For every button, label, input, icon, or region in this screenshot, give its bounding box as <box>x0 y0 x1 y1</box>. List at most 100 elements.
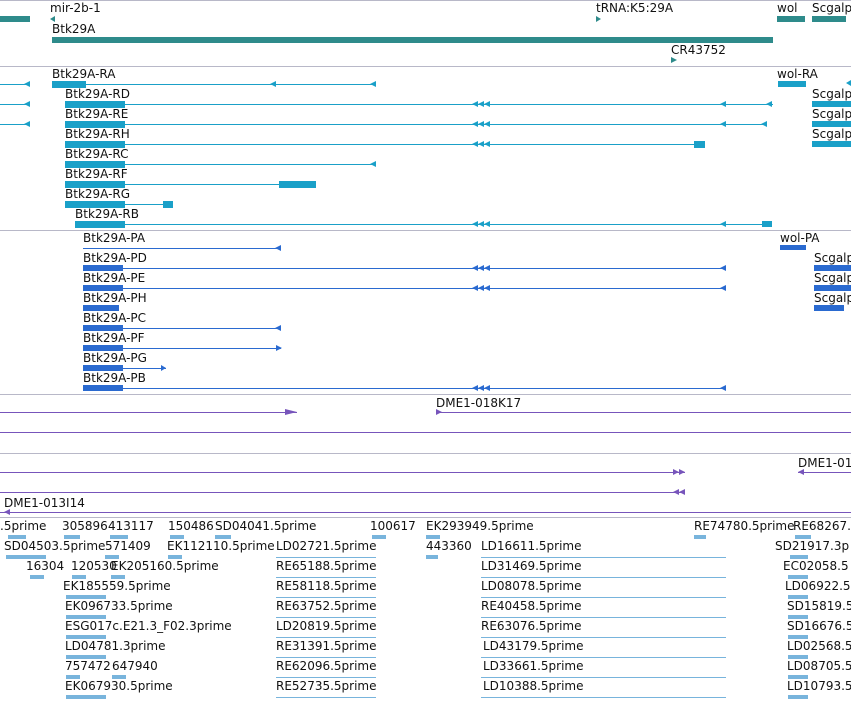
est-feature[interactable] <box>694 535 706 539</box>
est-label[interactable]: SD04041.5prime <box>215 519 317 533</box>
protein-line[interactable] <box>83 388 726 389</box>
transcript-label[interactable]: Scgalp <box>812 107 851 121</box>
clone-line[interactable] <box>0 432 851 433</box>
est-feature[interactable] <box>788 675 808 679</box>
clone-line[interactable] <box>0 512 851 513</box>
est-label[interactable]: RE68267. <box>793 519 851 533</box>
est-label[interactable]: LD16611.5prime <box>481 539 582 553</box>
transcript-exon[interactable] <box>812 121 851 127</box>
est-feature[interactable] <box>790 555 808 559</box>
protein-exon[interactable] <box>83 265 123 271</box>
protein-label[interactable]: Scgalp <box>814 251 851 265</box>
est-feature[interactable] <box>110 535 128 539</box>
est-label[interactable]: LD04781.3prime <box>65 639 166 653</box>
protein-label[interactable]: Scgalp <box>814 271 851 285</box>
gene-label-scgalp[interactable]: Scgalp <box>812 1 851 15</box>
est-label[interactable]: LD43179.5prime <box>483 639 584 653</box>
est-label[interactable]: RE58118.5prime <box>276 579 377 593</box>
protein-label[interactable]: Btk29A-PD <box>83 251 147 265</box>
est-line[interactable] <box>481 657 726 658</box>
est-label[interactable]: 413117 <box>108 519 154 533</box>
est-label[interactable]: LD02568.5 <box>787 639 851 653</box>
transcript-label[interactable]: Btk29A-RE <box>65 107 129 121</box>
protein-label[interactable]: Btk29A-PH <box>83 291 147 305</box>
est-line[interactable] <box>481 597 726 598</box>
est-feature[interactable] <box>426 535 440 539</box>
gene-arrow[interactable] <box>596 16 601 22</box>
gene-label-trna[interactable]: tRNA:K5:29A <box>596 1 674 15</box>
est-label[interactable]: 443360 <box>426 539 472 553</box>
est-feature[interactable] <box>112 675 126 679</box>
transcript-exon[interactable] <box>65 161 125 168</box>
gene-label-mir-2b-1[interactable]: mir-2b-1 <box>50 1 101 15</box>
transcript-exon[interactable] <box>812 101 851 107</box>
transcript-exon[interactable] <box>65 121 125 128</box>
est-line[interactable] <box>276 637 376 638</box>
gene-feature[interactable] <box>0 16 30 22</box>
est-label[interactable]: SD21917.3p <box>775 539 850 553</box>
gene-label-btk29a[interactable]: Btk29A <box>52 22 96 36</box>
est-feature[interactable] <box>66 595 106 599</box>
transcript-exon[interactable] <box>762 221 772 227</box>
est-feature[interactable] <box>426 555 438 559</box>
est-label[interactable]: LD33661.5prime <box>483 659 584 673</box>
transcript-label[interactable]: Btk29A-RC <box>65 147 129 161</box>
est-feature[interactable] <box>64 535 80 539</box>
clone-line[interactable] <box>0 412 297 413</box>
est-label[interactable]: SD16676.5 <box>787 619 851 633</box>
transcript-label[interactable]: Btk29A-RB <box>75 207 140 221</box>
est-label[interactable]: RE52735.5prime <box>276 679 377 693</box>
est-feature[interactable] <box>788 635 808 639</box>
est-feature[interactable] <box>788 655 808 659</box>
protein-exon[interactable] <box>83 385 123 391</box>
protein-label[interactable]: Scgalp <box>814 291 851 305</box>
est-label[interactable]: LD31469.5prime <box>481 559 582 573</box>
transcript-intron[interactable] <box>65 144 705 145</box>
est-feature[interactable] <box>372 535 386 539</box>
est-line[interactable] <box>481 697 726 698</box>
transcript-intron[interactable] <box>65 124 767 125</box>
est-feature[interactable] <box>788 575 808 579</box>
est-line[interactable] <box>276 597 376 598</box>
est-label[interactable]: LD20819.5prime <box>276 619 377 633</box>
transcript-label[interactable]: Scgalp <box>812 127 851 141</box>
est-feature[interactable] <box>168 555 182 559</box>
est-line[interactable] <box>276 617 376 618</box>
clone-label[interactable]: DME1-013 <box>798 456 851 470</box>
est-label[interactable]: EK096733.5prime <box>65 599 173 613</box>
protein-label[interactable]: wol-PA <box>780 231 820 245</box>
est-line[interactable] <box>481 557 726 558</box>
transcript-intron[interactable] <box>75 224 772 225</box>
est-line[interactable] <box>276 577 376 578</box>
est-line[interactable] <box>481 677 726 678</box>
protein-line[interactable] <box>83 368 166 369</box>
protein-line[interactable] <box>83 328 281 329</box>
transcript-exon[interactable] <box>778 81 806 87</box>
transcript-label[interactable]: Btk29A-RF <box>65 167 128 181</box>
protein-label[interactable]: Btk29A-PC <box>83 311 147 325</box>
clone-label[interactable]: DME1-013I14 <box>4 496 85 510</box>
est-feature[interactable] <box>111 575 125 579</box>
protein-exon[interactable] <box>83 285 123 291</box>
est-label[interactable]: EK112110.5prime <box>167 539 275 553</box>
est-feature[interactable] <box>66 655 106 659</box>
est-label[interactable]: 757472 <box>65 659 111 673</box>
gene-feature-btk29a[interactable] <box>52 37 773 43</box>
est-feature[interactable] <box>66 695 106 699</box>
est-label[interactable]: RE62096.5prime <box>276 659 377 673</box>
clone-line[interactable] <box>798 472 851 473</box>
protein-exon[interactable] <box>83 345 123 351</box>
transcript-exon[interactable] <box>75 221 125 228</box>
protein-label[interactable]: Btk29A-PE <box>83 271 146 285</box>
est-label[interactable]: EK185559.5prime <box>63 579 171 593</box>
est-line[interactable] <box>481 617 726 618</box>
gene-label-cr43752[interactable]: CR43752 <box>671 43 726 57</box>
gene-arrow[interactable] <box>50 16 55 22</box>
transcript-exon[interactable] <box>163 201 173 208</box>
gene-feature[interactable] <box>812 16 846 22</box>
gene-feature[interactable] <box>777 16 805 22</box>
transcript-label[interactable]: Btk29A-RH <box>65 127 130 141</box>
transcript-exon[interactable] <box>279 181 316 188</box>
transcript-label[interactable]: Btk29A-RD <box>65 87 131 101</box>
est-label[interactable]: RE63076.5prime <box>481 619 582 633</box>
